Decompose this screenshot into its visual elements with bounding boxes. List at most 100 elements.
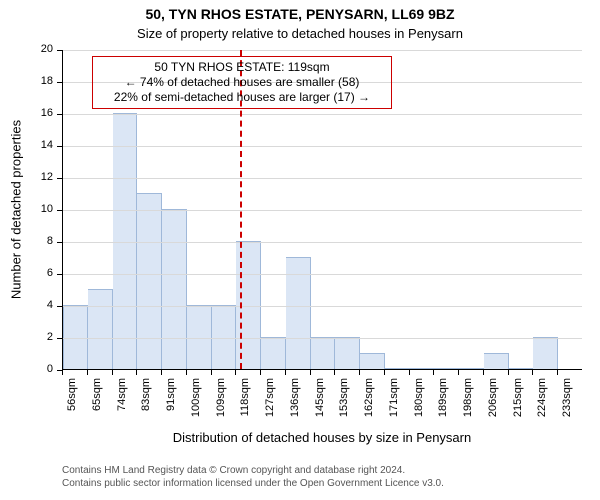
x-tick-label: 153sqm: [338, 378, 350, 438]
title-sub: Size of property relative to detached ho…: [0, 26, 600, 41]
x-tick-label: 171sqm: [388, 378, 400, 438]
callout-line-1: 50 TYN RHOS ESTATE: 119sqm: [99, 60, 385, 75]
title-main: 50, TYN RHOS ESTATE, PENYSARN, LL69 9BZ: [0, 6, 600, 22]
x-tick: [384, 370, 385, 375]
histogram-bar: [509, 368, 534, 369]
x-tick-label: 136sqm: [289, 378, 301, 438]
x-tick: [260, 370, 261, 375]
histogram-bar: [335, 337, 360, 369]
x-tick-label: 206sqm: [487, 378, 499, 438]
histogram-bar: [137, 193, 162, 369]
y-tick-label: 0: [27, 363, 53, 375]
x-tick-label: 215sqm: [512, 378, 524, 438]
y-tick: [57, 146, 62, 147]
histogram-bar: [410, 368, 435, 369]
callout-box: 50 TYN RHOS ESTATE: 119sqm ← 74% of deta…: [92, 56, 392, 109]
gridline: [63, 114, 582, 115]
y-tick-label: 6: [27, 267, 53, 279]
x-tick-label: 83sqm: [140, 378, 152, 438]
y-tick-label: 2: [27, 331, 53, 343]
x-tick-label: 65sqm: [91, 378, 103, 438]
x-tick: [532, 370, 533, 375]
x-tick: [211, 370, 212, 375]
callout-line-3: 22% of semi-detached houses are larger (…: [99, 90, 385, 105]
x-tick-label: 180sqm: [413, 378, 425, 438]
histogram-bar: [261, 337, 286, 369]
x-tick-label: 118sqm: [239, 378, 251, 438]
x-tick: [409, 370, 410, 375]
x-tick-label: 91sqm: [165, 378, 177, 438]
histogram-bar: [212, 305, 237, 369]
x-tick-label: 127sqm: [264, 378, 276, 438]
x-tick-label: 109sqm: [215, 378, 227, 438]
y-tick-label: 18: [27, 75, 53, 87]
y-tick: [57, 50, 62, 51]
x-tick: [112, 370, 113, 375]
y-tick: [57, 178, 62, 179]
histogram-bar: [434, 368, 459, 369]
y-tick: [57, 210, 62, 211]
y-tick-label: 4: [27, 299, 53, 311]
chart-container: 50, TYN RHOS ESTATE, PENYSARN, LL69 9BZ …: [0, 0, 600, 500]
footer-line-1: Contains HM Land Registry data © Crown c…: [62, 465, 405, 476]
gridline: [63, 242, 582, 243]
x-tick: [557, 370, 558, 375]
x-tick-label: 100sqm: [190, 378, 202, 438]
x-tick-label: 198sqm: [462, 378, 474, 438]
histogram-bar: [360, 353, 385, 369]
x-tick: [359, 370, 360, 375]
x-tick: [136, 370, 137, 375]
y-tick-label: 14: [27, 139, 53, 151]
x-tick: [458, 370, 459, 375]
y-tick: [57, 338, 62, 339]
histogram-bar: [187, 305, 212, 369]
histogram-bar: [162, 209, 187, 369]
y-tick-label: 16: [27, 107, 53, 119]
y-tick-label: 8: [27, 235, 53, 247]
y-tick: [57, 114, 62, 115]
histogram-bar: [459, 368, 484, 369]
histogram-bar: [88, 289, 113, 369]
x-tick-label: 145sqm: [314, 378, 326, 438]
gridline: [63, 338, 582, 339]
gridline: [63, 306, 582, 307]
x-tick: [161, 370, 162, 375]
x-tick: [310, 370, 311, 375]
callout-line-2: ← 74% of detached houses are smaller (58…: [99, 75, 385, 90]
gridline: [63, 146, 582, 147]
histogram-bar: [484, 353, 509, 369]
x-tick: [235, 370, 236, 375]
histogram-bar: [311, 337, 336, 369]
x-tick: [433, 370, 434, 375]
x-tick: [62, 370, 63, 375]
footer-line-2: Contains public sector information licen…: [62, 478, 444, 489]
y-tick: [57, 274, 62, 275]
gridline: [63, 274, 582, 275]
x-tick: [483, 370, 484, 375]
x-tick: [334, 370, 335, 375]
y-tick-label: 20: [27, 43, 53, 55]
y-tick: [57, 82, 62, 83]
gridline: [63, 210, 582, 211]
histogram-bar: [385, 368, 410, 369]
x-tick: [285, 370, 286, 375]
y-tick-label: 12: [27, 171, 53, 183]
x-tick: [87, 370, 88, 375]
y-tick: [57, 242, 62, 243]
x-tick: [508, 370, 509, 375]
histogram-bar: [533, 337, 558, 369]
x-tick: [186, 370, 187, 375]
y-tick: [57, 306, 62, 307]
x-tick-label: 233sqm: [561, 378, 573, 438]
y-tick-label: 10: [27, 203, 53, 215]
histogram-bar: [63, 305, 88, 369]
histogram-bar: [113, 113, 138, 369]
x-tick-label: 189sqm: [437, 378, 449, 438]
gridline: [63, 50, 582, 51]
gridline: [63, 178, 582, 179]
x-tick-label: 56sqm: [66, 378, 78, 438]
x-tick-label: 74sqm: [116, 378, 128, 438]
y-axis-label: Number of detached properties: [9, 50, 24, 370]
x-tick-label: 162sqm: [363, 378, 375, 438]
x-axis-label: Distribution of detached houses by size …: [62, 430, 582, 445]
